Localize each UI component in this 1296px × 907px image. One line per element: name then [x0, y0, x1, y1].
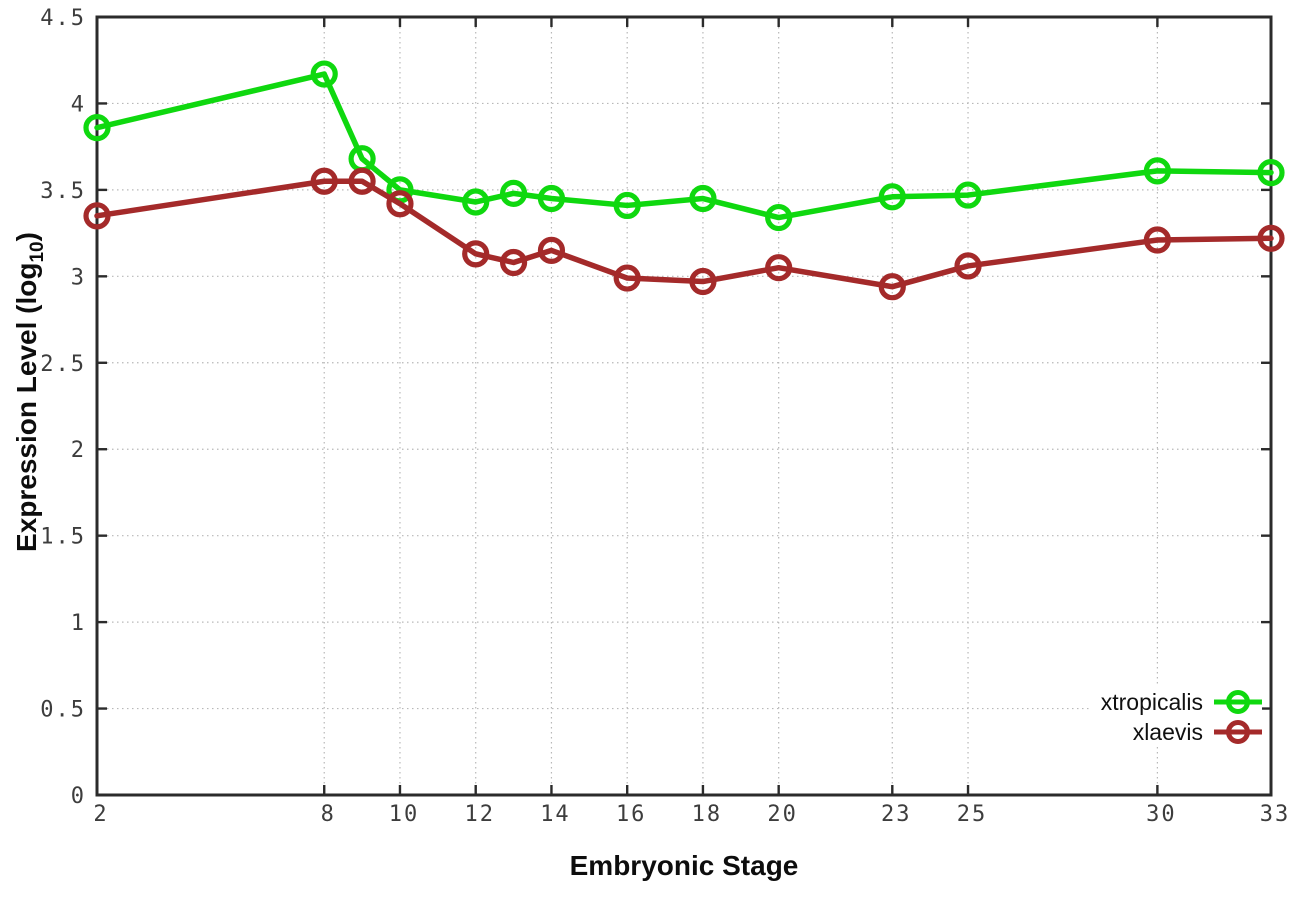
legend-item-xtropicalis: xtropicalis — [1090, 687, 1262, 717]
y-tick-label-2: 2 — [71, 438, 86, 463]
x-tick-label-33: 33 — [1260, 802, 1291, 827]
data-point-xtropicalis-14 — [537, 184, 566, 213]
y-tick-label-2.5: 2.5 — [40, 352, 86, 377]
x-tick-label-10: 10 — [389, 802, 420, 827]
data-point-xlaevis-9 — [348, 167, 376, 195]
x-tick-label-8: 8 — [321, 802, 336, 827]
data-point-xlaevis-2 — [83, 202, 111, 230]
y-tick-label-0: 0 — [71, 784, 86, 809]
data-point-xlaevis-13 — [499, 248, 528, 277]
x-tick-label-30: 30 — [1146, 802, 1177, 827]
y-tick-label-1: 1 — [71, 611, 86, 636]
y-tick-label-0.5: 0.5 — [40, 698, 86, 723]
y-axis-title-subscript: 10 — [26, 241, 48, 263]
data-point-xlaevis-18 — [689, 267, 717, 296]
data-point-xtropicalis-8 — [310, 60, 338, 88]
legend-marker-xtropicalis — [1214, 687, 1262, 717]
data-point-xtropicalis-18 — [689, 184, 717, 213]
data-point-xtropicalis-33 — [1257, 159, 1285, 187]
data-point-xlaevis-23 — [878, 273, 906, 301]
series-line-xlaevis — [94, 178, 1274, 290]
y-axis-title-main: Expression Level (log — [11, 262, 43, 552]
x-tick-label-12: 12 — [464, 802, 495, 827]
y-tick-label-4.5: 4.5 — [40, 6, 86, 31]
data-point-xlaevis-25 — [954, 252, 982, 280]
y-tick-label-3: 3 — [71, 265, 86, 290]
y-axis-title-end: ) — [11, 232, 43, 242]
plot-border — [95, 15, 1273, 797]
x-tick-label-23: 23 — [881, 802, 912, 827]
x-axis-title: Embryonic Stage — [569, 850, 799, 881]
data-point-xlaevis-14 — [537, 236, 566, 264]
y-tick-label-1.5: 1.5 — [40, 525, 86, 550]
data-point-xtropicalis-16 — [613, 191, 641, 220]
x-tick-label-14: 14 — [540, 802, 571, 827]
data-point-xtropicalis-13 — [499, 179, 528, 207]
legend-item-xlaevis: xlaevis — [1090, 717, 1262, 747]
data-point-xlaevis-33 — [1257, 224, 1285, 252]
x-tick-label-25: 25 — [957, 802, 988, 827]
data-point-xtropicalis-30 — [1143, 157, 1171, 185]
legend-label-xlaevis: xlaevis — [1132, 718, 1203, 745]
data-point-xlaevis-12 — [462, 240, 490, 268]
data-point-xtropicalis-20 — [765, 203, 793, 232]
data-point-xtropicalis-23 — [878, 183, 906, 211]
data-point-xlaevis-10 — [386, 190, 414, 218]
data-point-xtropicalis-25 — [954, 181, 982, 209]
y-tick-label-4: 4 — [71, 92, 86, 117]
data-point-xlaevis-8 — [310, 167, 338, 195]
x-tick-label-2: 2 — [93, 802, 108, 827]
y-tick-label-3.5: 3.5 — [40, 179, 86, 204]
legend-label-xtropicalis: xtropicalis — [1100, 688, 1203, 715]
data-point-xtropicalis-12 — [462, 188, 490, 216]
data-point-xlaevis-16 — [613, 264, 641, 292]
circle-marker-icon — [1226, 720, 1250, 744]
data-point-xlaevis-20 — [765, 254, 793, 282]
data-point-xtropicalis-2 — [83, 114, 111, 142]
x-tick-label-16: 16 — [616, 802, 647, 827]
legend-marker-xlaevis — [1214, 717, 1262, 747]
x-tick-label-20: 20 — [767, 802, 798, 827]
legend: xtropicalis xlaevis — [1090, 687, 1262, 747]
series-line-xtropicalis — [94, 71, 1274, 221]
x-tick-label-18: 18 — [692, 802, 723, 827]
data-point-xlaevis-30 — [1143, 226, 1171, 254]
y-axis-title: Expression Level (log10) — [11, 232, 49, 552]
circle-marker-icon — [1226, 690, 1250, 714]
